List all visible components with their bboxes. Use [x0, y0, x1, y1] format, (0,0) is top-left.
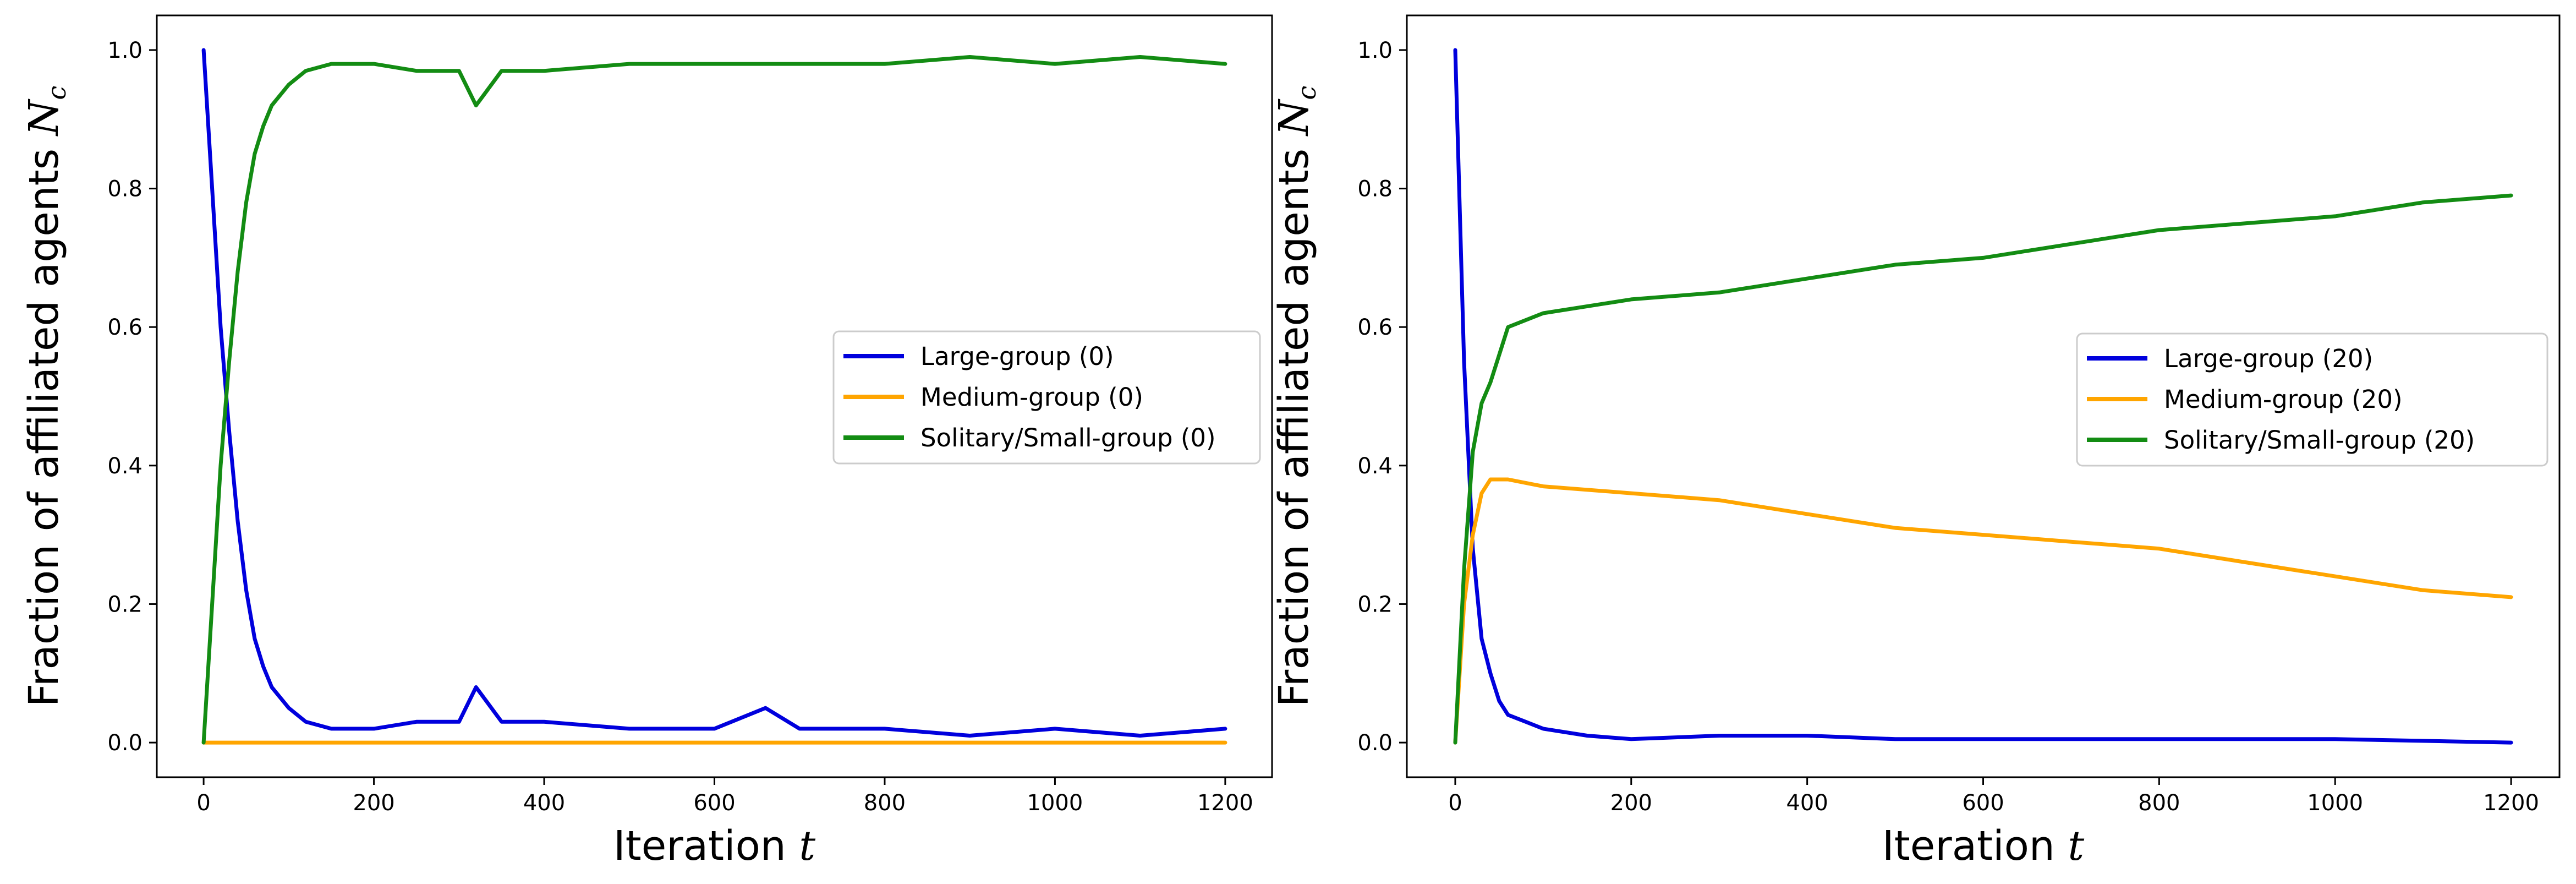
left-y-axis-label-text: Fraction of affiliated agents	[20, 135, 68, 707]
left-y-tick-label: 0.6	[107, 315, 142, 340]
right-x-tick-label: 600	[1962, 790, 2004, 816]
right-x-tick-label: 1200	[2483, 790, 2539, 816]
left-series-line-large	[201, 48, 1227, 738]
right-series-line-small	[1453, 193, 2513, 745]
right-legend-label-medium: Medium-group (20)	[2164, 385, 2403, 414]
right-y-tick-label: 1.0	[1357, 38, 1393, 63]
left-legend: Large-group (0) Medium-group (0) Solitar…	[832, 330, 1261, 465]
right-y-axis-label-sub: c	[1292, 86, 1322, 100]
left-y-tick-label: 0.0	[107, 730, 142, 756]
left-x-tick-label: 800	[864, 790, 906, 816]
right-y-axis-label: Fraction of affiliated agents Nc	[1270, 86, 1322, 707]
right-y-tick-label: 0.0	[1357, 730, 1393, 756]
left-y-tick-label: 0.2	[107, 592, 142, 617]
right-y-tick-label: 0.4	[1357, 454, 1393, 479]
left-ticks-layer: 0 200 400 600 800 1000 1200 0.0 0.2 0.4 0.6 0.8 1.0	[107, 38, 1253, 816]
left-x-axis-label-text: Iteration	[613, 822, 799, 870]
right-series-line-medium	[1453, 477, 2513, 745]
right-x-tick-label: 0	[1448, 790, 1462, 816]
left-x-tick-label: 1000	[1027, 790, 1083, 816]
left-legend-label-small: Solitary/Small-group (0)	[920, 423, 1216, 452]
right-series-layer	[1453, 48, 2513, 745]
left-x-tick-label: 200	[353, 790, 394, 816]
left-legend-box	[832, 330, 1261, 465]
right-x-axis-label-text: Iteration	[1882, 822, 2068, 870]
right-x-tick-label: 1000	[2307, 790, 2363, 816]
left-chart-panel: 0 200 400 600 800 1000 12000.00.20.40.60.81.0 …	[20, 14, 1273, 870]
left-y-axis-label: Fraction of affiliated agents Nc	[20, 86, 72, 707]
left-series-line-small	[201, 55, 1227, 745]
right-x-tick-label: 800	[2138, 790, 2180, 816]
left-y-axis-label-sub: c	[42, 86, 72, 100]
right-legend: Large-group (20) Medium-group (20) Solit…	[2076, 332, 2548, 467]
right-legend-box	[2076, 332, 2548, 467]
left-x-axis-label-var: t	[799, 822, 815, 870]
right-series-line-large	[1453, 48, 2513, 745]
right-x-tick-label: 200	[1610, 790, 1652, 816]
right-ticks-layer: 0 200 400 600 800 1000 1200 0.0 0.2 0.4 0.6 0.8 1.0	[1357, 38, 2539, 816]
right-legend-label-large: Large-group (20)	[2164, 344, 2373, 373]
left-x-tick-label: 1200	[1197, 790, 1253, 816]
left-series-layer	[201, 48, 1227, 745]
right-x-axis-label-var: t	[2068, 822, 2084, 870]
left-y-tick-label: 0.8	[107, 177, 142, 202]
right-y-tick-label: 0.6	[1357, 315, 1393, 340]
right-chart-panel: 0 200 400 600 800 1000 12000.00.20.40.60.81.0 …	[1270, 14, 2561, 870]
right-y-tick-label: 0.2	[1357, 592, 1393, 617]
left-y-tick-label: 0.4	[107, 454, 142, 479]
right-x-tick-label: 400	[1786, 790, 1828, 816]
left-x-tick-label: 600	[693, 790, 735, 816]
left-x-axis-label: Iteration t	[613, 822, 815, 870]
right-legend-label-small: Solitary/Small-group (20)	[2164, 425, 2475, 455]
left-x-tick-label: 0	[196, 790, 210, 816]
left-legend-label-large: Large-group (0)	[920, 342, 1114, 371]
right-y-axis-label-var: N	[1270, 99, 1318, 137]
left-x-tick-label: 400	[523, 790, 565, 816]
right-y-tick-label: 0.8	[1357, 177, 1393, 202]
left-legend-label-medium: Medium-group (0)	[920, 383, 1143, 412]
left-y-tick-label: 1.0	[107, 38, 142, 63]
left-y-axis-label-var: N	[20, 99, 68, 137]
right-y-axis-label-text: Fraction of affiliated agents	[1270, 135, 1318, 707]
right-x-axis-label: Iteration t	[1882, 822, 2084, 870]
